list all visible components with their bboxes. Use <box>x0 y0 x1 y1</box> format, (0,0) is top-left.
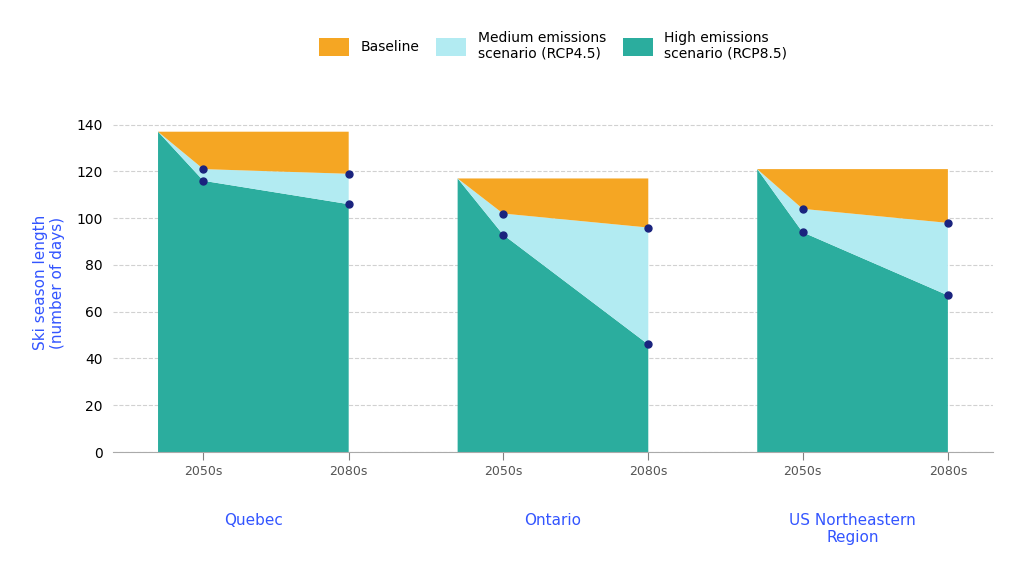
Text: US Northeastern
Region: US Northeastern Region <box>790 513 915 545</box>
Polygon shape <box>458 179 648 452</box>
Text: Quebec: Quebec <box>224 513 283 528</box>
Legend: Baseline, Medium emissions
scenario (RCP4.5), High emissions
scenario (RCP8.5): Baseline, Medium emissions scenario (RCP… <box>313 25 793 66</box>
Polygon shape <box>458 179 648 228</box>
Polygon shape <box>158 132 349 452</box>
Polygon shape <box>757 169 948 295</box>
Polygon shape <box>757 169 948 452</box>
Y-axis label: Ski season length
(number of days): Ski season length (number of days) <box>33 215 66 350</box>
Text: Ontario: Ontario <box>524 513 582 528</box>
Polygon shape <box>158 132 349 204</box>
Polygon shape <box>458 179 648 345</box>
Polygon shape <box>757 169 948 223</box>
Polygon shape <box>158 132 349 174</box>
